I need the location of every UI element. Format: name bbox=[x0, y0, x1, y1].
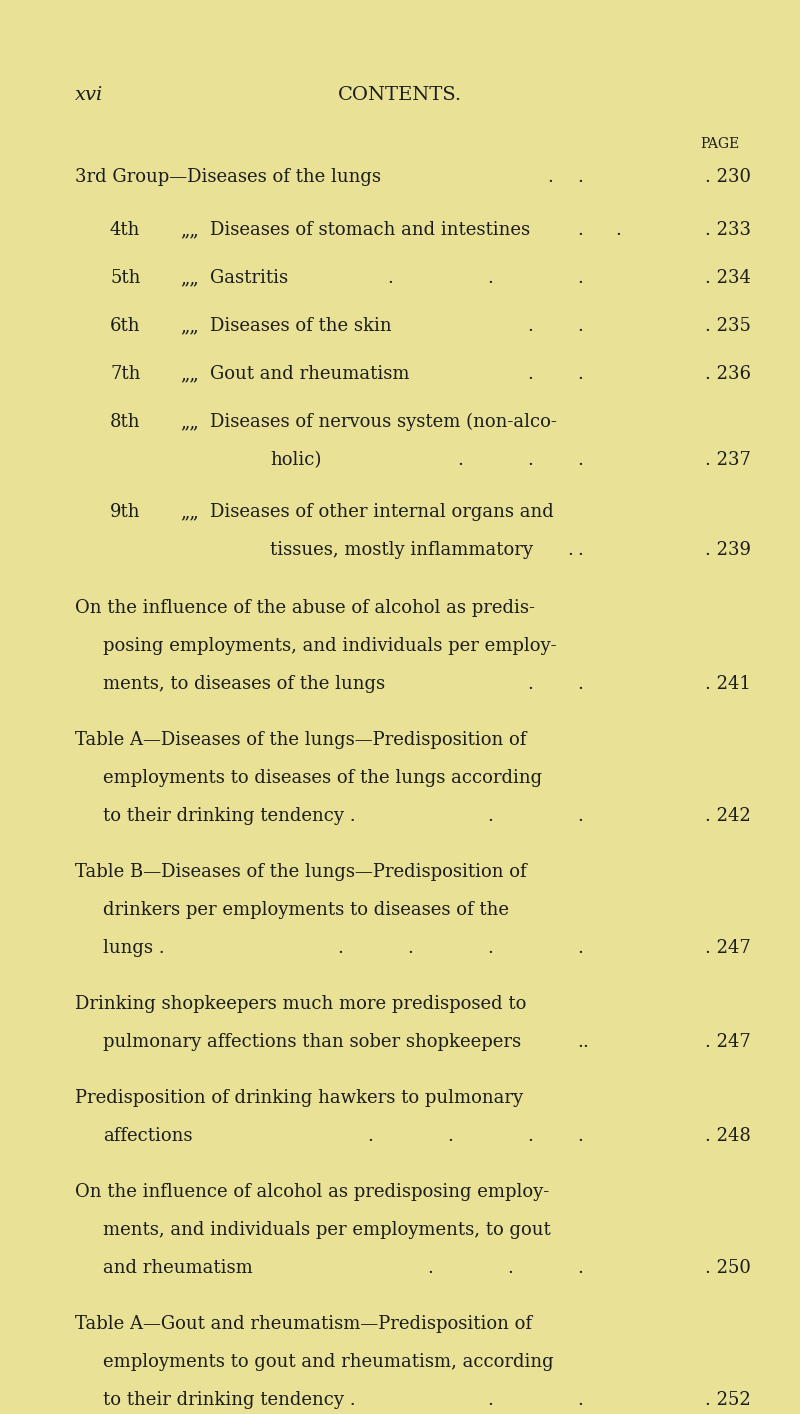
Text: .: . bbox=[582, 1034, 588, 1051]
Text: .: . bbox=[577, 1391, 583, 1408]
Text: . 241: . 241 bbox=[705, 674, 751, 693]
Text: drinkers per employments to diseases of the: drinkers per employments to diseases of … bbox=[103, 901, 509, 919]
Text: .: . bbox=[527, 1127, 533, 1145]
Text: Diseases of the skin: Diseases of the skin bbox=[210, 317, 392, 335]
Text: Drinking shopkeepers much more predisposed to: Drinking shopkeepers much more predispos… bbox=[75, 995, 526, 1012]
Text: „„: „„ bbox=[180, 365, 198, 383]
Text: . 230: . 230 bbox=[705, 168, 751, 187]
Text: . 247: . 247 bbox=[705, 939, 750, 957]
Text: „„: „„ bbox=[180, 317, 198, 335]
Text: PAGE: PAGE bbox=[700, 137, 739, 151]
Text: 8th: 8th bbox=[110, 413, 141, 431]
Text: to their drinking tendency .: to their drinking tendency . bbox=[103, 1391, 356, 1408]
Text: .: . bbox=[577, 1127, 583, 1145]
Text: . 248: . 248 bbox=[705, 1127, 751, 1145]
Text: .: . bbox=[567, 542, 573, 559]
Text: tissues, mostly inflammatory: tissues, mostly inflammatory bbox=[270, 542, 533, 559]
Text: ments, and individuals per employments, to gout: ments, and individuals per employments, … bbox=[103, 1222, 550, 1239]
Text: . 239: . 239 bbox=[705, 542, 751, 559]
Text: employments to diseases of the lungs according: employments to diseases of the lungs acc… bbox=[103, 769, 542, 788]
Text: 9th: 9th bbox=[110, 503, 141, 520]
Text: .: . bbox=[527, 451, 533, 469]
Text: .: . bbox=[577, 939, 583, 957]
Text: Gastritis: Gastritis bbox=[210, 269, 288, 287]
Text: xvi: xvi bbox=[75, 86, 103, 105]
Text: .: . bbox=[547, 168, 553, 187]
Text: Table B—Diseases of the lungs—Predisposition of: Table B—Diseases of the lungs—Predisposi… bbox=[75, 863, 526, 881]
Text: employments to gout and rheumatism, according: employments to gout and rheumatism, acco… bbox=[103, 1353, 554, 1372]
Text: .: . bbox=[407, 939, 413, 957]
Text: lungs .: lungs . bbox=[103, 939, 165, 957]
Text: Table A—Gout and rheumatism—Predisposition of: Table A—Gout and rheumatism—Predispositi… bbox=[75, 1315, 532, 1333]
Text: .: . bbox=[577, 317, 583, 335]
Text: .: . bbox=[487, 807, 493, 824]
Text: .: . bbox=[577, 542, 583, 559]
Text: „„: „„ bbox=[180, 221, 198, 239]
Text: ments, to diseases of the lungs: ments, to diseases of the lungs bbox=[103, 674, 385, 693]
Text: . 233: . 233 bbox=[705, 221, 751, 239]
Text: On the influence of alcohol as predisposing employ-: On the influence of alcohol as predispos… bbox=[75, 1184, 550, 1200]
Text: 3rd Group—Diseases of the lungs: 3rd Group—Diseases of the lungs bbox=[75, 168, 381, 187]
Text: .: . bbox=[527, 317, 533, 335]
Text: .: . bbox=[487, 1391, 493, 1408]
Text: .: . bbox=[367, 1127, 373, 1145]
Text: . 250: . 250 bbox=[705, 1258, 751, 1277]
Text: .: . bbox=[577, 221, 583, 239]
Text: Gout and rheumatism: Gout and rheumatism bbox=[210, 365, 410, 383]
Text: .: . bbox=[577, 1034, 583, 1051]
Text: 7th: 7th bbox=[110, 365, 140, 383]
Text: affections: affections bbox=[103, 1127, 193, 1145]
Text: .: . bbox=[577, 168, 583, 187]
Text: .: . bbox=[457, 451, 463, 469]
Text: Table A—Diseases of the lungs—Predisposition of: Table A—Diseases of the lungs—Predisposi… bbox=[75, 731, 526, 749]
Text: .: . bbox=[577, 1258, 583, 1277]
Text: Diseases of stomach and intestines: Diseases of stomach and intestines bbox=[210, 221, 530, 239]
Text: to their drinking tendency .: to their drinking tendency . bbox=[103, 807, 356, 824]
Text: .: . bbox=[337, 939, 343, 957]
Text: .: . bbox=[487, 269, 493, 287]
Text: 5th: 5th bbox=[110, 269, 140, 287]
Text: .: . bbox=[577, 674, 583, 693]
Text: .: . bbox=[447, 1127, 453, 1145]
Text: 6th: 6th bbox=[110, 317, 141, 335]
Text: .: . bbox=[487, 939, 493, 957]
Text: Diseases of other internal organs and: Diseases of other internal organs and bbox=[210, 503, 554, 520]
Text: .: . bbox=[577, 365, 583, 383]
Text: and rheumatism: and rheumatism bbox=[103, 1258, 253, 1277]
Text: . 236: . 236 bbox=[705, 365, 751, 383]
Text: . 235: . 235 bbox=[705, 317, 751, 335]
Text: .: . bbox=[527, 674, 533, 693]
Text: .: . bbox=[615, 221, 621, 239]
Text: Predisposition of drinking hawkers to pulmonary: Predisposition of drinking hawkers to pu… bbox=[75, 1089, 523, 1107]
Text: .: . bbox=[427, 1258, 433, 1277]
Text: 4th: 4th bbox=[110, 221, 140, 239]
Text: „„: „„ bbox=[180, 503, 198, 520]
Text: „„: „„ bbox=[180, 413, 198, 431]
Text: . 247: . 247 bbox=[705, 1034, 750, 1051]
Text: . 234: . 234 bbox=[705, 269, 751, 287]
Text: .: . bbox=[387, 269, 393, 287]
Text: holic): holic) bbox=[270, 451, 322, 469]
Text: „„: „„ bbox=[180, 269, 198, 287]
Text: CONTENTS.: CONTENTS. bbox=[338, 86, 462, 105]
Text: .: . bbox=[577, 269, 583, 287]
Text: . 237: . 237 bbox=[705, 451, 751, 469]
Text: On the influence of the abuse of alcohol as predis-: On the influence of the abuse of alcohol… bbox=[75, 600, 535, 617]
Text: .: . bbox=[577, 807, 583, 824]
Text: pulmonary affections than sober shopkeepers: pulmonary affections than sober shopkeep… bbox=[103, 1034, 521, 1051]
Text: Diseases of nervous system (non-alco-: Diseases of nervous system (non-alco- bbox=[210, 413, 557, 431]
Text: .: . bbox=[527, 365, 533, 383]
Text: .: . bbox=[507, 1258, 513, 1277]
Text: posing employments, and individuals per employ-: posing employments, and individuals per … bbox=[103, 636, 557, 655]
Text: . 242: . 242 bbox=[705, 807, 750, 824]
Text: .: . bbox=[577, 451, 583, 469]
Text: . 252: . 252 bbox=[705, 1391, 750, 1408]
